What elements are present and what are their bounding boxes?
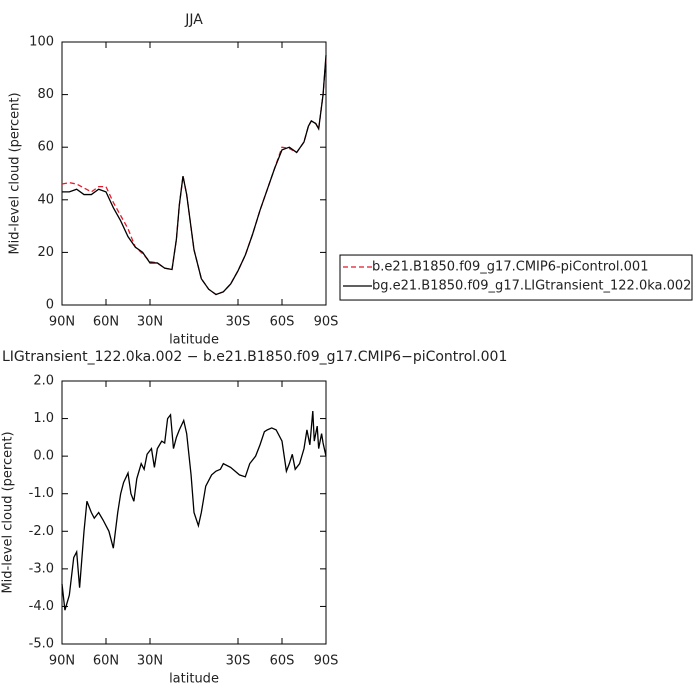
x-tick-label: 90N	[49, 315, 75, 330]
x-tick-label: 30N	[137, 315, 163, 330]
x-tick-label: 30S	[226, 315, 251, 330]
chart-title: JJA	[184, 12, 203, 28]
legend-box	[339, 254, 693, 301]
y-tick-label: -1.0	[29, 486, 54, 501]
x-tick-label: 60S	[270, 315, 295, 330]
y-tick-label: 20	[37, 245, 54, 260]
legend-label: b.e21.B1850.f09_g17.CMIP6-piControl.001	[372, 260, 648, 275]
data-line	[61, 411, 327, 611]
x-tick-label: 90S	[314, 315, 339, 330]
plot-frame	[61, 380, 327, 645]
data-line	[62, 55, 327, 296]
y-axis-label: Mid-level cloud (percent)	[1, 431, 16, 593]
x-tick-label: 90N	[49, 654, 75, 669]
x-axis-label: latitude	[169, 672, 219, 687]
y-tick-label: 40	[37, 192, 54, 207]
y-tick-label: 0	[46, 298, 54, 313]
y-tick-label: 100	[29, 35, 54, 50]
x-axis-label: latitude	[169, 333, 219, 348]
plot-frame	[61, 41, 327, 306]
x-tick-label: 30N	[137, 654, 163, 669]
chart-title: LIGtransient_122.0ka.002 − b.e21.B1850.f…	[2, 349, 507, 365]
y-tick-label: 0.0	[33, 449, 54, 464]
y-tick-label: 2.0	[33, 374, 54, 389]
y-tick-label: -2.0	[29, 524, 54, 539]
y-tick-label: -3.0	[29, 561, 54, 576]
x-tick-label: 60N	[93, 654, 119, 669]
x-tick-label: 90S	[314, 654, 339, 669]
y-tick-label: -4.0	[29, 599, 54, 614]
y-axis-label: Mid-level cloud (percent)	[8, 92, 23, 254]
data-line	[61, 57, 327, 296]
x-tick-label: 60S	[270, 654, 295, 669]
y-tick-label: 1.0	[33, 411, 54, 426]
legend-label: bg.e21.B1850.f09_g17.LIGtransient_122.0k…	[372, 279, 691, 294]
y-tick-label: 80	[37, 87, 54, 102]
y-tick-label: 60	[37, 140, 54, 155]
x-tick-label: 60N	[93, 315, 119, 330]
x-tick-label: 30S	[226, 654, 251, 669]
y-tick-label: -5.0	[29, 637, 54, 652]
